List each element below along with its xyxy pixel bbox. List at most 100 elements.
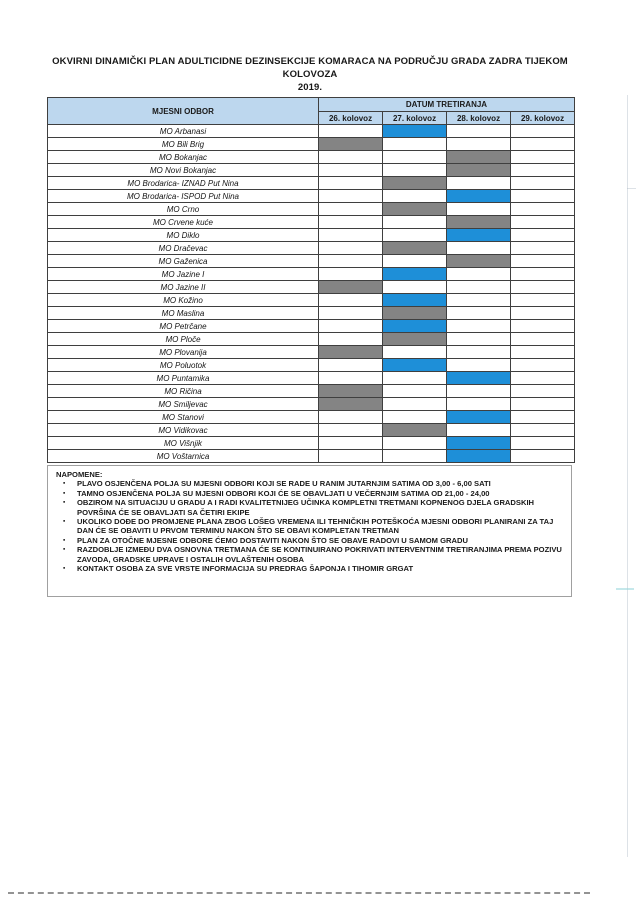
treatment-cell — [510, 241, 575, 255]
treatment-cell — [382, 423, 447, 437]
date-header-26: 26. kolovoz — [318, 111, 383, 125]
treatment-cell — [446, 124, 511, 138]
treatment-cell — [382, 280, 447, 294]
treatment-cell — [510, 202, 575, 216]
treatment-cell — [382, 124, 447, 138]
scan-artifact-cyan-tick — [616, 588, 634, 590]
treatment-cell — [382, 241, 447, 255]
treatment-cell — [318, 293, 383, 307]
date-header-27: 27. kolovoz — [382, 111, 447, 125]
table-row: MO Petrčane — [47, 319, 575, 333]
treatment-cell — [382, 345, 447, 359]
district-name: MO Diklo — [47, 228, 319, 242]
district-name: MO Dračevac — [47, 241, 319, 255]
table-row: MO Novi Bokanjac — [47, 163, 575, 177]
table-row: MO Jazine I — [47, 267, 575, 281]
treatment-cell — [318, 202, 383, 216]
treatment-cell — [382, 215, 447, 229]
date-header-29: 29. kolovoz — [510, 111, 575, 125]
note-item: RAZDOBLJE IZMEĐU DVA OSNOVNA TRETMANA ĆE… — [56, 545, 563, 564]
treatment-cell — [446, 397, 511, 411]
table-row: MO Crvene kuće — [47, 215, 575, 229]
table-body: MO Arbanasi MO Bili Brig MO Bokanjac MO Nov… — [47, 124, 575, 463]
notes-list: PLAVO OSJENČENA POLJA SU MJESNI ODBORI K… — [56, 479, 563, 573]
table-row: MO Vidikovac — [47, 423, 575, 437]
treatment-cell — [446, 293, 511, 307]
treatment-cell — [510, 163, 575, 177]
treatment-cell — [510, 306, 575, 320]
treatment-cell — [510, 176, 575, 190]
treatment-cell — [510, 332, 575, 346]
treatment-cell — [446, 215, 511, 229]
district-name: MO Puntamika — [47, 371, 319, 385]
table-row: MO Bokanjac — [47, 150, 575, 164]
treatment-cell — [382, 358, 447, 372]
scan-artifact-bottom-edge — [8, 892, 590, 894]
table-row: MO Voštarnica — [47, 449, 575, 463]
treatment-cell — [446, 137, 511, 151]
note-item: UKOLIKO DOĐE DO PROMJENE PLANA ZBOG LOŠE… — [56, 517, 563, 536]
table-row: MO Ričina — [47, 384, 575, 398]
treatment-cell — [318, 137, 383, 151]
table-row: MO Poluotok — [47, 358, 575, 372]
district-name: MO Gaženica — [47, 254, 319, 268]
notes-heading: NAPOMENE: — [56, 470, 103, 479]
treatment-cell — [382, 163, 447, 177]
treatment-cell — [318, 397, 383, 411]
treatment-cell — [510, 423, 575, 437]
treatment-cell — [446, 228, 511, 242]
treatment-cell — [382, 436, 447, 450]
table-row: MO Dračevac — [47, 241, 575, 255]
treatment-cell — [510, 215, 575, 229]
note-item: PLAN ZA OTOČNE MJESNE ODBORE ĆEMO DOSTAV… — [56, 536, 563, 546]
treatment-cell — [318, 124, 383, 138]
treatment-schedule-table: MJESNI ODBOR DATUM TRETIRANJA 26. kolovo… — [47, 97, 575, 463]
treatment-cell — [318, 332, 383, 346]
table-row: MO Jazine II — [47, 280, 575, 294]
district-name: MO Voštarnica — [47, 449, 319, 463]
treatment-cell — [510, 124, 575, 138]
treatment-cell — [382, 202, 447, 216]
treatment-cell — [446, 163, 511, 177]
district-name: MO Višnjik — [47, 436, 319, 450]
treatment-cell — [382, 228, 447, 242]
treatment-cell — [318, 449, 383, 463]
table-row: MO Gaženica — [47, 254, 575, 268]
treatment-cell — [318, 423, 383, 437]
treatment-cell — [510, 449, 575, 463]
treatment-cell — [318, 436, 383, 450]
district-name: MO Poluotok — [47, 358, 319, 372]
district-name: MO Crno — [47, 202, 319, 216]
treatment-cell — [382, 293, 447, 307]
table-row: MO Višnjik — [47, 436, 575, 450]
treatment-cell — [510, 371, 575, 385]
treatment-cell — [318, 371, 383, 385]
treatment-cell — [382, 176, 447, 190]
table-header-row-group: MJESNI ODBOR DATUM TRETIRANJA — [47, 97, 575, 125]
treatment-cell — [382, 397, 447, 411]
table-row: MO Ploče — [47, 332, 575, 346]
table-row: MO Maslina — [47, 306, 575, 320]
scan-artifact-tick — [627, 188, 636, 189]
treatment-cell — [382, 267, 447, 281]
treatment-cell — [318, 163, 383, 177]
treatment-cell — [510, 280, 575, 294]
district-name: MO Maslina — [47, 306, 319, 320]
treatment-cell — [318, 150, 383, 164]
treatment-cell — [510, 384, 575, 398]
treatment-cell — [382, 189, 447, 203]
document-title-line1: OKVIRNI DINAMIČKI PLAN ADULTICIDNE DEZIN… — [52, 56, 568, 80]
table-row: MO Stanovi — [47, 410, 575, 424]
notes-box: NAPOMENE: PLAVO OSJENČENA POLJA SU MJESN… — [47, 465, 572, 597]
table-row: MO Plovanija — [47, 345, 575, 359]
treatment-cell — [446, 267, 511, 281]
note-item: PLAVO OSJENČENA POLJA SU MJESNI ODBORI K… — [56, 479, 563, 489]
treatment-cell — [382, 371, 447, 385]
district-name: MO Vidikovac — [47, 423, 319, 437]
treatment-cell — [382, 306, 447, 320]
document-title-line2: 2019. — [297, 82, 323, 93]
district-name: MO Ričina — [47, 384, 319, 398]
district-name: MO Crvene kuće — [47, 215, 319, 229]
district-name: MO Brodarica- IZNAD Put Nina — [47, 176, 319, 190]
